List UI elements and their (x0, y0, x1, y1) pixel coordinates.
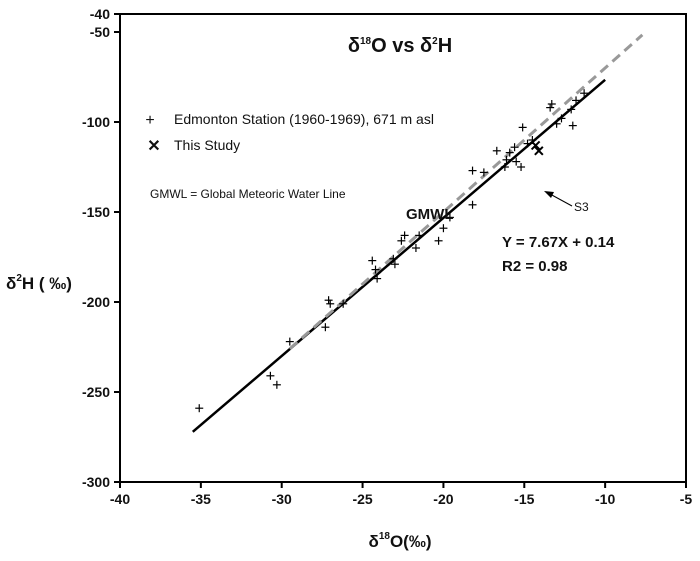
y-tick-label: -200 (82, 294, 110, 310)
edmonton-point (547, 100, 556, 108)
x-tick-label: -25 (352, 491, 372, 507)
edmonton-point (505, 148, 514, 157)
edmonton-point (502, 155, 511, 164)
edmonton-point (400, 231, 409, 240)
legend-label-this-study: This Study (174, 137, 240, 153)
edmonton-point (373, 274, 382, 283)
legend-label-edmonton: Edmonton Station (1960-1969), 671 m asl (174, 111, 434, 127)
plot-area (119, 13, 687, 483)
edmonton-point (321, 323, 330, 332)
x-axis-label: δ18O(‰) (369, 531, 432, 551)
edmonton-point (468, 200, 477, 209)
edmonton-point (492, 146, 501, 155)
edmonton-point (326, 299, 335, 308)
x-tick-label: -5 (680, 491, 693, 507)
s3-label: S3 (574, 200, 589, 214)
edmonton-point (523, 139, 532, 148)
regression-line (191, 78, 606, 433)
edmonton-point (324, 296, 333, 305)
this-study-point (534, 146, 544, 156)
edmonton-point (389, 254, 398, 263)
y-tick-label: -100 (82, 114, 110, 130)
trend-lines (191, 33, 644, 433)
y-tick-label: -250 (82, 384, 110, 400)
edmonton-point (572, 96, 581, 105)
edmonton-point (512, 157, 521, 166)
y-tick-label: -50 (90, 24, 110, 40)
edmonton-point (195, 404, 204, 413)
edmonton-point (415, 231, 424, 240)
edmonton-point (518, 123, 527, 132)
gmwl-label: GMWL (406, 206, 453, 223)
edmonton-point (339, 299, 348, 308)
edmonton-point (552, 119, 561, 128)
x-tick-label: -40 (110, 491, 130, 507)
legend-marker-plus: + (145, 112, 154, 129)
regression-equation: Y = 7.67X + 0.14 (502, 234, 615, 251)
axis-ticks: -40 -35 -30 -25 -20 -15 -10 -5 -300 -250 -200 -150 -… (82, 6, 692, 507)
legend: + Edmonton Station (1960-1969), 671 m as… (145, 111, 434, 155)
edmonton-point (557, 114, 566, 123)
edmonton-point (445, 213, 454, 222)
x-tick-label: -15 (514, 491, 534, 507)
y-axis-label: δ2H ( ‰) (6, 273, 72, 293)
x-tick-label: -30 (272, 491, 292, 507)
edmonton-point (390, 260, 399, 269)
this-study-point (530, 140, 541, 151)
edmonton-point (266, 371, 275, 380)
edmonton-point (517, 163, 526, 171)
edmonton-point (546, 103, 555, 112)
edmonton-point (468, 166, 477, 175)
legend-marker-x: ✕ (147, 138, 160, 155)
edmonton-point (580, 89, 589, 98)
data-points (195, 89, 589, 413)
edmonton-point (434, 236, 443, 245)
edmonton-point (567, 105, 576, 114)
y-tick-label: -300 (82, 474, 110, 490)
edmonton-point (510, 143, 519, 152)
x-tick-label: -10 (595, 491, 615, 507)
edmonton-point (568, 121, 577, 130)
edmonton-point (411, 244, 420, 252)
edmonton-point (439, 224, 448, 233)
y-tick-label: -40 (90, 6, 110, 22)
edmonton-point (479, 168, 488, 177)
edmonton-point (500, 163, 509, 171)
y-tick-label: -150 (82, 204, 110, 220)
x-tick-label: -35 (191, 491, 211, 507)
s3-arrow-line (549, 193, 573, 207)
s3-arrow-head (544, 191, 554, 198)
edmonton-point (368, 256, 377, 265)
edmonton-point (397, 236, 406, 245)
gmwl-note: GMWL = Global Meteoric Water Line (150, 187, 346, 201)
GMWL-line (288, 33, 644, 350)
edmonton-point (371, 265, 380, 274)
r-squared: R2 = 0.98 (502, 258, 567, 275)
edmonton-point (272, 380, 281, 389)
chart-title: δ18O vs δ2H (348, 35, 452, 57)
edmonton-point (285, 337, 294, 346)
x-tick-label: -20 (433, 491, 453, 507)
